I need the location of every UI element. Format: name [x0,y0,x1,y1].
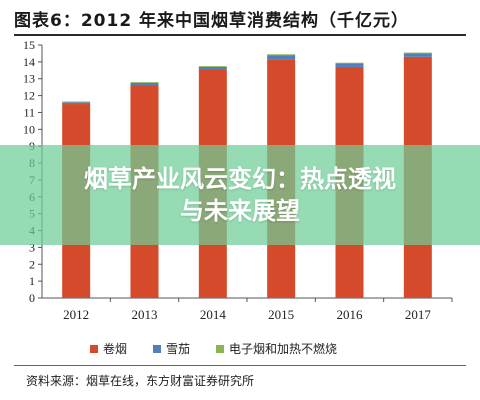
y-tick-label: 15 [23,38,35,52]
y-tick-label: 2 [29,257,35,271]
bar-segment-dianzi [403,52,432,54]
bar-segment-xuejia [335,63,364,67]
axes: 0123456789101112131415201220132014201520… [23,38,453,322]
legend-label-xuejia: 雪茄 [166,342,191,356]
y-tick-label: 1 [29,274,35,288]
title-divider [14,34,466,36]
banner-headline-line2: 与未来展望 [180,197,300,225]
overlay-banner: 烟草产业风云变幻：热点透视 与未来展望 [0,145,480,245]
bar-segment-xuejia [267,55,296,60]
bar-segment-dianzi [62,101,91,103]
y-tick-label: 13 [23,72,35,86]
banner-headline-line1: 烟草产业风云变幻：热点透视 [84,165,396,193]
x-tick-label: 2012 [63,307,89,322]
y-tick-label: 11 [23,105,35,119]
legend-item-dianzi: 电子烟和加热不燃烧 [216,340,337,357]
legend-swatch-xuejia [153,344,162,353]
y-tick-label: 12 [23,89,35,103]
bar-segment-dianzi [335,62,364,64]
bar-segment-dianzi [130,82,159,83]
chart-title: 图表6：2012 年来中国烟草消费结构（千亿元） [14,11,410,31]
legend-label-juanyan: 卷烟 [103,342,128,356]
bar-segment-xuejia [62,102,91,105]
legend-item-juanyan: 卷烟 [90,340,127,357]
legend-label-dianzi: 电子烟和加热不燃烧 [229,342,338,356]
bar-segment-dianzi [267,54,296,56]
legend-swatch-juanyan [90,344,98,353]
y-tick-label: 14 [23,55,35,69]
bar-segment-xuejia [130,82,159,86]
x-tick-label: 2016 [337,307,364,322]
y-tick-label: 3 [29,240,35,254]
legend-swatch-dianzi [216,344,225,353]
legend-item-xuejia: 雪茄 [153,340,190,357]
x-tick-label: 2013 [132,307,158,322]
x-tick-label: 2017 [405,307,432,322]
source-divider [14,365,466,366]
bar-segment-dianzi [198,66,227,67]
legend: 卷烟 雪茄 电子烟和加热不燃烧 [90,340,337,357]
x-tick-label: 2014 [200,307,227,322]
bar-segment-xuejia [403,53,432,57]
y-tick-label: 0 [29,291,35,305]
bar-segment-xuejia [198,66,227,70]
y-tick-label: 10 [23,122,35,136]
x-tick-label: 2015 [268,307,294,322]
source-note: 资料来源：烟草在线，东方财富证券研究所 [26,374,255,388]
